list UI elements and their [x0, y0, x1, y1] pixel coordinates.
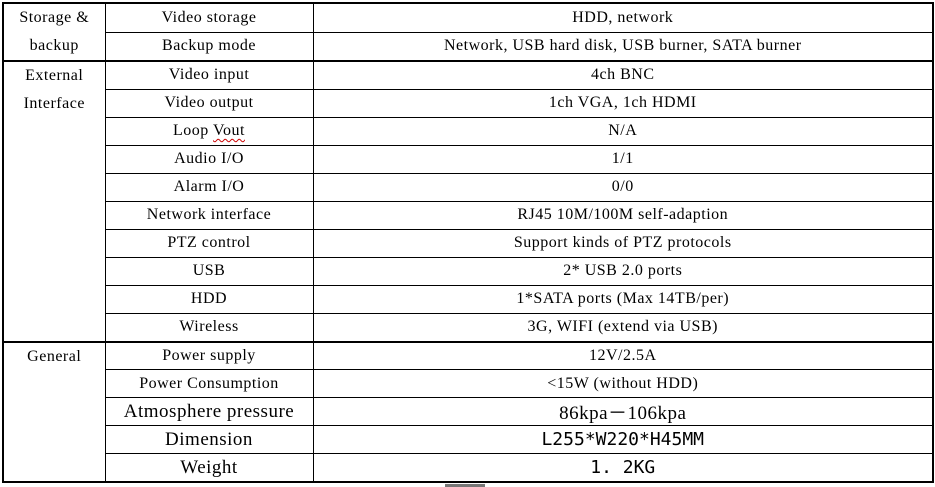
- table-row: Dimension L255*W220*H45MM: [3, 425, 934, 455]
- spec-name-cell: Video storage: [104, 2, 314, 33]
- table-row: Weight 1. 2KG: [3, 453, 934, 483]
- category-cell-general: General: [2, 340, 106, 484]
- spec-value-cell: Network, USB hard disk, USB burner, SATA…: [312, 31, 934, 62]
- spec-value-cell: <15W (without HDD): [312, 369, 934, 399]
- table-row: PTZ control Support kinds of PTZ protoco…: [3, 228, 934, 258]
- spec-name-cell: Audio I/O: [104, 144, 314, 174]
- category-label-line: General: [27, 347, 82, 365]
- table-row: Loop Vout N/A: [3, 116, 934, 146]
- spec-value-cell: L255*W220*H45MM: [312, 425, 934, 455]
- table-row: Power Consumption <15W (without HDD): [3, 369, 934, 399]
- spec-name-cell: PTZ control: [104, 228, 314, 258]
- category-cell-storage-backup: Storage & backup: [2, 2, 106, 63]
- spec-value-cell: RJ45 10M/100M self-adaption: [312, 200, 934, 230]
- spec-name-cell: Backup mode: [104, 31, 314, 62]
- spec-value-cell: 1. 2KG: [312, 453, 934, 483]
- category-label-line: External: [25, 67, 84, 85]
- category-label-line: Interface: [23, 95, 85, 113]
- spec-value-cell: 4ch BNC: [312, 60, 934, 90]
- spec-name-cell: Wireless: [104, 313, 314, 343]
- spec-name-cell: Weight: [104, 453, 314, 483]
- table-row: Storage & backup Video storage HDD, netw…: [2, 2, 934, 63]
- spec-name-cell: Video input: [104, 60, 314, 90]
- table-resize-handle[interactable]: [445, 484, 485, 487]
- table-row: Network interface RJ45 10M/100M self-ada…: [3, 200, 934, 230]
- spec-value-cell: 2* USB 2.0 ports: [312, 256, 934, 286]
- spec-value-cell: 86kpa－106kpa: [312, 397, 934, 427]
- spec-value-cell: 12V/2.5A: [312, 340, 934, 371]
- spec-value-cell: 1ch VGA, 1ch HDMI: [312, 88, 934, 118]
- spec-value-cell: 0/0: [312, 172, 934, 202]
- table-row: Backup mode Network, USB hard disk, USB …: [3, 31, 934, 62]
- spec-value-cell: N/A: [312, 116, 934, 146]
- spec-name-cell: Dimension: [104, 425, 314, 455]
- spec-name-cell: Power supply: [104, 340, 314, 371]
- category-label-line: [8, 371, 101, 399]
- spellcheck-underlined-word: Vout: [213, 122, 245, 140]
- spec-name-cell: Loop Vout: [104, 116, 314, 146]
- spec-value-cell: Support kinds of PTZ protocols: [312, 228, 934, 258]
- table-row: Atmosphere pressure 86kpa－106kpa: [3, 397, 934, 427]
- table-row: Video output 1ch VGA, 1ch HDMI: [3, 88, 934, 118]
- table-row: Audio I/O 1/1: [3, 144, 934, 174]
- category-label-line: backup: [29, 37, 79, 54]
- category-label-line: Storage &: [19, 9, 90, 26]
- spec-name-cell: Atmosphere pressure: [104, 397, 314, 427]
- table-row: General Power supply 12V/2.5A: [2, 340, 934, 484]
- spec-name-cell: USB: [104, 256, 314, 286]
- table-row: External Interface Video input 4ch BNC: [2, 60, 934, 343]
- table-row: HDD 1*SATA ports (Max 14TB/per): [3, 284, 934, 315]
- spec-name-cell: Video output: [104, 88, 314, 118]
- table-row: Alarm I/O 0/0: [3, 172, 934, 202]
- spec-name-cell: HDD: [104, 284, 314, 315]
- spec-name-text: Loop: [173, 122, 214, 140]
- spec-value-cell: 1*SATA ports (Max 14TB/per): [312, 284, 934, 315]
- category-cell-external-interface: External Interface: [2, 60, 106, 343]
- spec-value-cell: 1/1: [312, 144, 934, 174]
- spec-value-cell: HDD, network: [312, 2, 934, 33]
- spec-name-cell: Power Consumption: [104, 369, 314, 399]
- spec-name-cell: Network interface: [104, 200, 314, 230]
- table-row: USB 2* USB 2.0 ports: [3, 256, 934, 286]
- table-row: Wireless 3G, WIFI (extend via USB): [3, 313, 934, 343]
- spec-value-cell: 3G, WIFI (extend via USB): [312, 313, 934, 343]
- spec-name-cell: Alarm I/O: [104, 172, 314, 202]
